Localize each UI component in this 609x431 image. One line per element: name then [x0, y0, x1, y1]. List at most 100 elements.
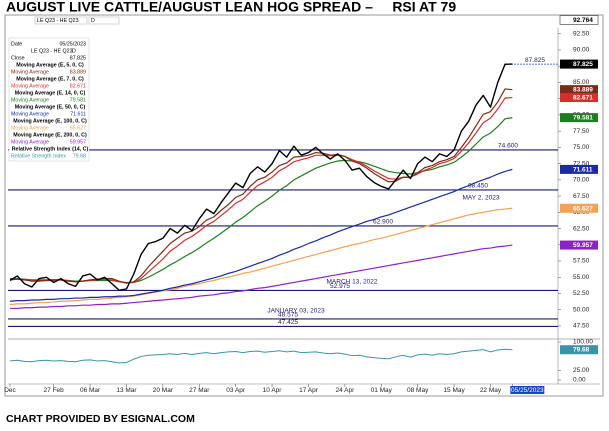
- x-tick-label: Dec: [4, 387, 16, 394]
- reference-line-label: 87.825: [525, 57, 545, 64]
- legend: [8, 37, 90, 162]
- last-value-box: [560, 59, 598, 69]
- legend-label: Moving Average: [11, 97, 49, 103]
- rsi-last-value: 79.68: [573, 347, 590, 354]
- y-tick-label: 57.50: [573, 258, 590, 265]
- y-tick-label: 90.00: [573, 47, 590, 54]
- annotation: MARCH 13, 2022: [327, 279, 378, 286]
- legend-date: 05/25/2023: [59, 41, 86, 47]
- moving-average-line: [9, 168, 513, 302]
- moving-average-line: [9, 207, 513, 306]
- y-tick-label: 92.50: [573, 30, 590, 37]
- y-tick-label: 67.50: [573, 193, 590, 200]
- x-tick-label: 17 Apr: [299, 387, 319, 394]
- legend-value: 79.68: [73, 153, 86, 159]
- legend-title: Moving Average (E, 7, 0, C): [16, 76, 84, 82]
- legend-value: 59.957: [70, 139, 86, 145]
- last-value-box: [560, 203, 598, 213]
- legend-title: Relative Strength Index (14, C): [12, 146, 89, 152]
- y-tick-label: 72.50: [573, 160, 590, 167]
- last-value: 82.671: [573, 95, 593, 102]
- x-tick-label: 24 Apr: [335, 387, 355, 394]
- legend-title: Moving Average (E, 50, 0, C): [15, 104, 86, 110]
- y-tick-label: 62.50: [573, 225, 590, 232]
- legend-label: Moving Average: [11, 83, 49, 89]
- reference-line-label: 62.900: [373, 219, 393, 226]
- legend-label: Relative Strength Index: [11, 153, 66, 159]
- x-tick-label: 05/25/2023: [511, 387, 544, 394]
- legend-label: Moving Average: [11, 125, 49, 131]
- last-value: 79.581: [573, 115, 593, 122]
- legend-title: Moving Average (E, 100, 0, C): [13, 118, 87, 124]
- last-value: 87.825: [573, 61, 593, 68]
- last-value: 83.889: [573, 87, 593, 94]
- moving-average-line: [9, 88, 513, 284]
- reference-line-label: 47.425: [278, 319, 298, 326]
- interval-select[interactable]: [88, 16, 120, 25]
- cursor-value-box: [559, 15, 599, 25]
- legend-value: 79.581: [70, 97, 86, 103]
- moving-average-line: [10, 244, 513, 310]
- legend-value: 82.671: [70, 83, 86, 89]
- x-tick-label: 06 Mar: [80, 387, 101, 394]
- y-tick-label: 52.50: [573, 290, 590, 297]
- legend-label: Moving Average: [11, 139, 49, 145]
- chart-title: AUGUST LIVE CATTLE/AUGUST LEAN HOG SPREA…: [6, 0, 456, 15]
- last-value: 59.957: [573, 242, 593, 249]
- legend-value: 65.627: [70, 125, 86, 131]
- rsi-tick-label: 0.00: [573, 377, 586, 384]
- x-cursor-box: [510, 386, 545, 394]
- price-line: [9, 63, 513, 291]
- symbol-input-text: LE Q23 - HE Q23: [37, 18, 79, 24]
- y-tick-label: 55.00: [573, 274, 590, 281]
- last-value: 71.611: [573, 166, 593, 173]
- legend-label: Close: [11, 55, 25, 61]
- rsi-line: [9, 348, 513, 364]
- last-value-box: [560, 240, 598, 250]
- legend-title: Moving Average (E, 5, 0, C): [16, 62, 84, 68]
- x-tick-label: 15 May: [443, 387, 465, 394]
- y-tick-label: 77.50: [573, 128, 590, 135]
- legend-value: 83.889: [70, 69, 86, 75]
- y-tick-label: 70.00: [573, 177, 590, 184]
- x-tick-label: 27 Feb: [44, 387, 65, 394]
- rsi-tick-label: 100.00: [573, 339, 593, 346]
- x-tick-label: 27 Mar: [189, 387, 210, 394]
- legend-label: Moving Average: [11, 69, 49, 75]
- y-tick-label: 75.00: [573, 144, 590, 151]
- reference-line-label: 68.450: [468, 183, 488, 190]
- x-tick-label: 08 May: [407, 387, 429, 394]
- legend-value: 87.825: [70, 55, 86, 61]
- symbol-input[interactable]: [34, 16, 88, 25]
- x-tick-label: 03 Apr: [226, 387, 246, 394]
- reference-line-label: 74.600: [498, 143, 518, 150]
- chart-window: [4, 14, 604, 397]
- reference-line-label: 48.575: [278, 312, 298, 319]
- reference-line-label: 52.975: [330, 283, 350, 290]
- legend-title: Moving Average (E, 200, 0, C): [13, 132, 87, 138]
- last-value-box: [560, 85, 598, 95]
- rsi-last-value-box: [560, 345, 598, 355]
- legend-date-label: Date: [11, 41, 22, 47]
- footer: CHART PROVIDED BY ESIGNAL.COM: [6, 413, 195, 425]
- last-value: 65.627: [573, 205, 593, 212]
- legend-symbol: LE Q23 - HE Q23: [31, 48, 73, 54]
- annotation: MAY 2, 2023: [463, 195, 500, 202]
- y-tick-label: 50.00: [573, 306, 590, 313]
- legend-title: Moving Average (E, 14, 0, C): [15, 90, 86, 96]
- x-tick-label: 13 Mar: [116, 387, 137, 394]
- last-value-box: [560, 93, 598, 103]
- last-value-box: [560, 113, 598, 123]
- rsi-tick-label: 25.00: [573, 367, 590, 374]
- x-tick-label: 01 May: [371, 387, 393, 394]
- legend-value: 71.611: [70, 111, 86, 117]
- last-value-box: [560, 164, 598, 174]
- y-tick-label: 85.00: [573, 79, 590, 86]
- moving-average-line: [10, 96, 513, 284]
- legend-interval: D: [72, 48, 76, 54]
- legend-label: Moving Average: [11, 111, 49, 117]
- x-tick-label: 10 Apr: [263, 387, 283, 394]
- x-tick-label: 22 May: [480, 387, 502, 394]
